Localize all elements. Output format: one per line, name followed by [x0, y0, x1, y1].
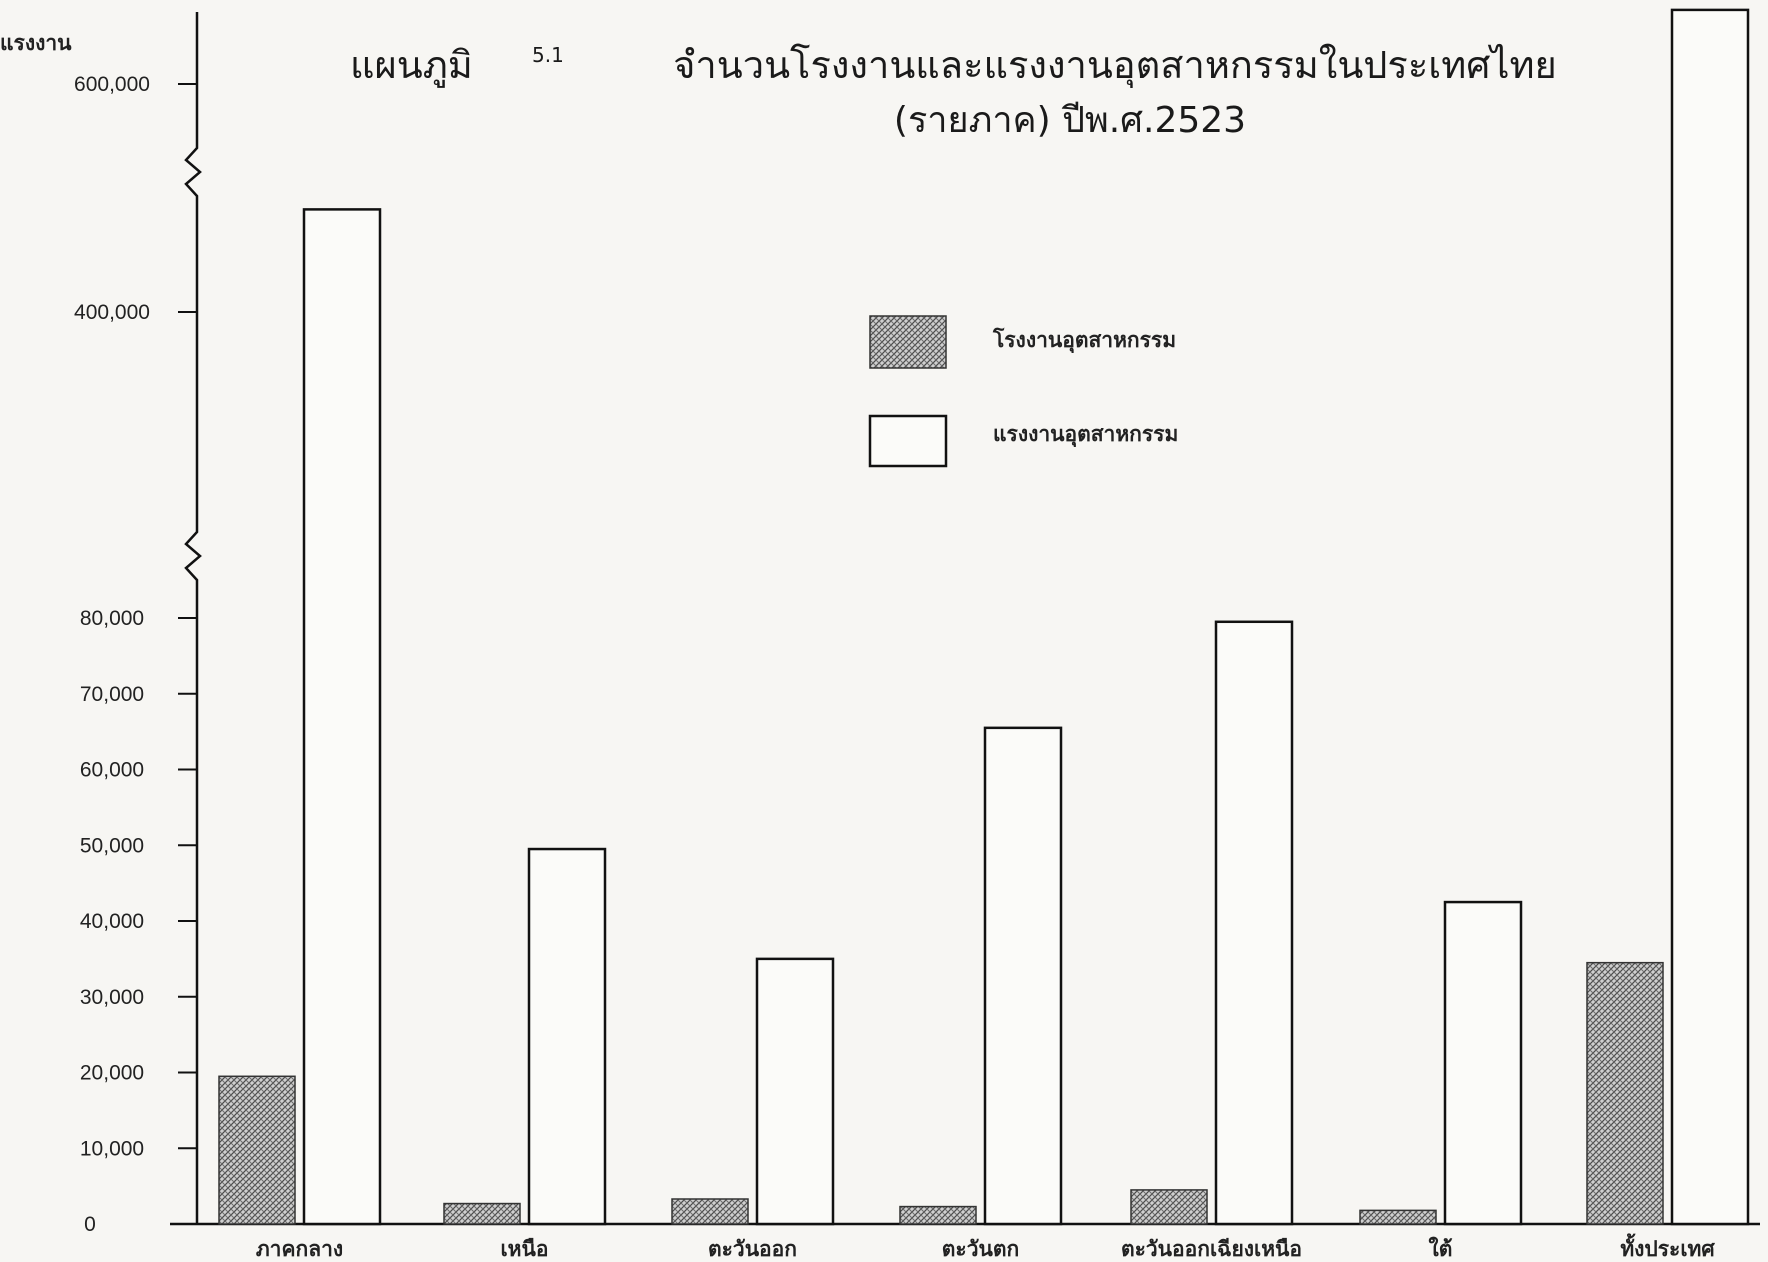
- legend-label-factories: โรงงานอุตสาหกรรม: [992, 327, 1176, 354]
- category-label: ตะวันออก: [708, 1237, 797, 1261]
- y-tick-label: 70,000: [80, 683, 144, 706]
- bar-factories-4: [1130, 1189, 1208, 1225]
- bar-workers-2: [755, 957, 835, 1226]
- y-tick-label: 400,000: [74, 301, 150, 324]
- bar-factories-5: [1359, 1209, 1437, 1225]
- category-label: ใต้: [1429, 1236, 1453, 1261]
- category-label: ทั้งประเทศ: [1620, 1233, 1715, 1261]
- category-label: ตะวันตก: [942, 1237, 1019, 1261]
- bar-factories-2: [671, 1198, 749, 1225]
- bar-factories-3: [899, 1205, 977, 1225]
- figure-number: 5.1: [532, 43, 564, 67]
- bars: [218, 8, 1750, 1226]
- figure-label: แผนภูมิ: [350, 43, 473, 88]
- category-label: ภาคกลาง: [256, 1237, 343, 1261]
- y-axis-label: แรงงาน: [0, 32, 72, 55]
- y-tick-label: 80,000: [80, 607, 144, 630]
- bar-factories-6: [1586, 961, 1664, 1225]
- legend-swatch-factories: [869, 315, 947, 369]
- bar-workers-5: [1443, 900, 1523, 1226]
- y-tick-label: 50,000: [80, 834, 144, 857]
- legend: โรงงานอุตสาหกรรม แรงงานอุตสาหกรรม: [868, 315, 1178, 468]
- chart-subtitle: (รายภาค) ปีพ.ศ.2523: [894, 100, 1246, 141]
- bar-workers-4: [1214, 620, 1294, 1226]
- y-tick-label: 30,000: [80, 986, 144, 1009]
- y-tick-label: 10,000: [80, 1137, 144, 1160]
- category-labels: ภาคกลาง เหนือ ตะวันออก ตะวันตก ตะวันออกเฉียง…: [256, 1233, 1715, 1261]
- legend-swatch-workers: [868, 414, 948, 468]
- bar-workers-3: [983, 726, 1063, 1226]
- y-tick-label: 40,000: [80, 910, 144, 933]
- category-label: ตะวันออกเฉียงเหนือ: [1121, 1237, 1302, 1261]
- bar-workers-0: [302, 208, 382, 1226]
- legend-label-workers: แรงงานอุตสาหกรรม: [993, 422, 1178, 448]
- chart-title-group: แผนภูมิ 5.1 จำนวนโรงงานและแรงงานอุตสาหกร…: [350, 43, 1557, 141]
- y-tick-label: 60,000: [80, 759, 144, 782]
- category-label: เหนือ: [501, 1237, 549, 1261]
- y-tick-label: 600,000: [74, 73, 150, 96]
- y-ticks: 0 10,000 20,000 30,000 40,000 50,000 60,000 70,…: [74, 73, 197, 1236]
- chart-title: จำนวนโรงงานและแรงงานอุตสาหกรรมในประเทศไท…: [673, 43, 1557, 88]
- bar-factories-1: [443, 1202, 521, 1225]
- bar-factories-0: [218, 1075, 296, 1225]
- bar-workers-1: [527, 847, 607, 1226]
- bar-workers-6: [1670, 8, 1750, 1226]
- y-axis-line: [184, 12, 202, 1224]
- y-tick-label: 20,000: [80, 1062, 144, 1085]
- y-tick-label: 0: [84, 1213, 96, 1236]
